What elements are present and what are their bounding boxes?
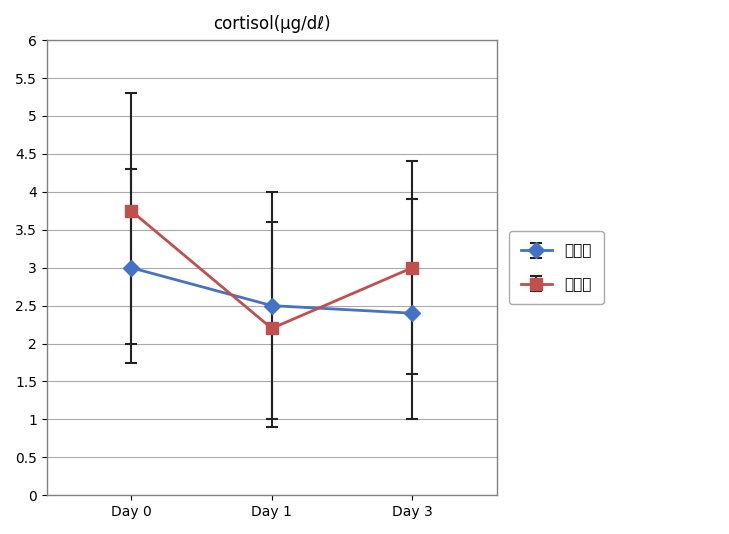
Title: cortisol(μg/dℓ): cortisol(μg/dℓ)	[213, 15, 330, 33]
Legend: 대조구, 처리구: 대조구, 처리구	[509, 231, 604, 304]
